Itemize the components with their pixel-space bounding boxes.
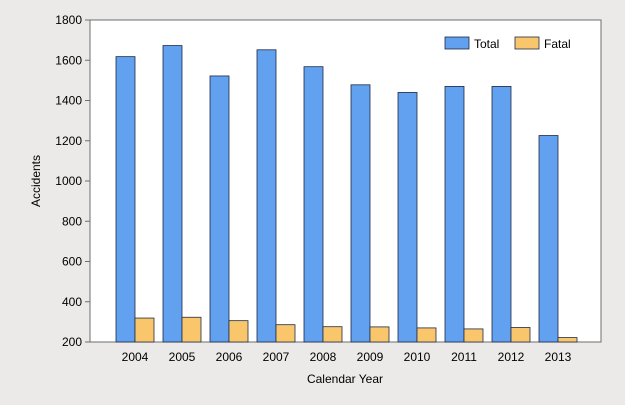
legend-swatch-total (444, 36, 470, 50)
legend-label-fatal: Fatal (544, 37, 571, 51)
x-tick-label: 2013 (545, 350, 572, 364)
bar-total-2008 (303, 66, 324, 343)
x-tick-label: 2008 (310, 350, 337, 364)
bar-fatal-2006 (228, 320, 249, 343)
bar-total-2013 (538, 135, 559, 343)
x-tick-label: 2012 (498, 350, 525, 364)
bar-fatal-2007 (275, 324, 296, 343)
x-tick-label: 2011 (451, 350, 477, 364)
bar-fatal-2004 (134, 317, 155, 343)
bar-total-2011 (444, 86, 465, 343)
bar-total-2004 (115, 56, 136, 343)
bar-total-2010 (397, 92, 418, 343)
bar-fatal-2012 (510, 327, 531, 343)
bar-fatal-2005 (181, 316, 202, 343)
y-axis: 200 400 600 800 1000 1200 1400 1600 1800 (55, 13, 90, 349)
x-axis-label: Calendar Year (307, 372, 383, 386)
y-tick-label: 200 (62, 335, 82, 349)
x-axis: 2004 2005 2006 2007 2008 2009 2010 2011 2012 2013 (122, 350, 572, 364)
y-tick-label: 1600 (55, 53, 82, 67)
x-tick-label: 2010 (404, 350, 431, 364)
bar-fatal-2009 (369, 326, 390, 343)
y-axis-label: Accidents (29, 155, 43, 207)
x-tick-label: 2005 (169, 350, 196, 364)
bar-fatal-2013 (557, 337, 578, 343)
legend-swatch-fatal (514, 36, 540, 50)
y-tick-label: 600 (62, 255, 82, 269)
bar-total-2012 (491, 86, 512, 343)
legend-label-total: Total (474, 37, 499, 51)
bar-total-2009 (350, 84, 371, 343)
x-tick-label: 2009 (357, 350, 384, 364)
y-tick-label: 800 (62, 214, 82, 228)
bar-total-2005 (162, 45, 183, 343)
bar-fatal-2010 (416, 327, 437, 343)
x-tick-label: 2007 (263, 350, 290, 364)
bars-group (115, 45, 578, 343)
y-tick-label: 1000 (55, 174, 82, 188)
y-tick-label: 1200 (55, 134, 82, 148)
y-tick-label: 1800 (55, 13, 82, 27)
legend: Total Fatal (444, 36, 571, 51)
x-tick-label: 2006 (216, 350, 243, 364)
bar-fatal-2008 (322, 326, 343, 343)
y-tick-label: 1400 (55, 94, 82, 108)
bar-total-2007 (256, 49, 277, 343)
y-tick-label: 400 (62, 295, 82, 309)
bar-fatal-2011 (463, 328, 484, 343)
x-tick-label: 2004 (122, 350, 149, 364)
bar-total-2006 (209, 75, 230, 343)
